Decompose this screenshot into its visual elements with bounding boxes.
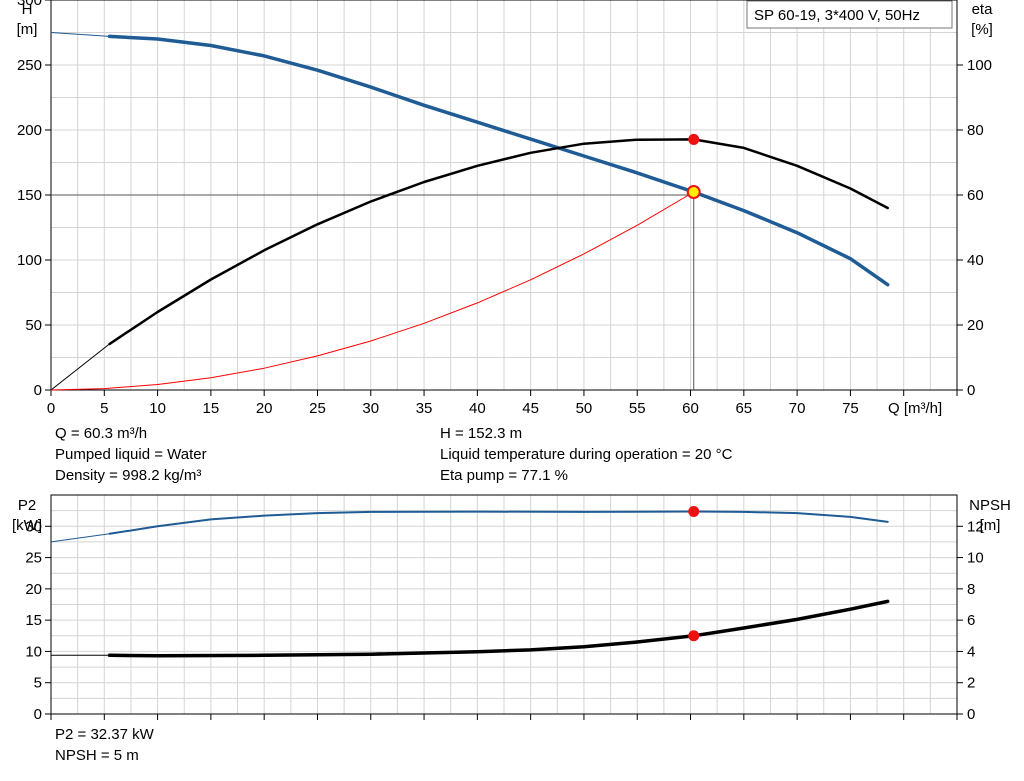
info-block-right: H = 152.3 m Liquid temperature during op…	[440, 423, 732, 486]
q-tick-label: 0	[47, 400, 55, 417]
h-q-axes: 0 50 100 150 200 250 300 0 20 40 60 80 100 0 5 10 15 20 25…	[17, 0, 992, 417]
efficiency-duty-point	[688, 133, 700, 145]
p2-npsh-left-tick-label: 0	[34, 706, 42, 723]
q-tick-label: 10	[149, 400, 166, 417]
p2-npsh-left-tick-label: 25	[25, 550, 42, 567]
q-tick-label: 5	[100, 400, 108, 417]
head-duty-point	[686, 185, 701, 200]
h-q-right-tick-label: 80	[967, 122, 984, 139]
p2-npsh-plot-frame	[50, 494, 958, 715]
p2-npsh-axes: 0 5 10 15 20 25 30 0 2 4 6 8 10 12	[25, 518, 983, 723]
efficiency-curve-extrapolation	[50, 343, 110, 391]
title-box: SP 60-19, 3*400 V, 50Hz	[746, 0, 953, 29]
h-q-left-tick-label: 300	[17, 0, 42, 9]
p2-npsh-right-tick-label: 10	[967, 550, 984, 567]
temperature-readout: Liquid temperature during operation = 20…	[440, 446, 733, 463]
chart-title: SP 60-19, 3*400 V, 50Hz	[754, 7, 920, 24]
h-q-left-tick-label: 200	[17, 122, 42, 139]
q-tick-label: 15	[203, 400, 220, 417]
h-q-left-tick-label: 150	[17, 187, 42, 204]
h-q-right-tick-label: 100	[967, 57, 992, 74]
p2-npsh-right-tick-label: 0	[967, 706, 975, 723]
p2-npsh-right-tick-label: 2	[967, 675, 975, 692]
q-tick-label: 25	[309, 400, 326, 417]
q-tick-label: 55	[629, 400, 646, 417]
npsh-axis-label: NPSH	[969, 497, 1011, 514]
p2-readout: P2 = 32.37 kW	[55, 726, 154, 743]
p2-axis-label: P2	[18, 497, 36, 514]
h-curve	[107, 34, 890, 287]
q-tick-label: 50	[576, 400, 593, 417]
info-block-bottom: P2 = 32.37 kW NPSH = 5 m	[55, 724, 154, 766]
q-tick-label: 40	[469, 400, 486, 417]
npsh-curve	[107, 599, 890, 658]
npsh-readout: NPSH = 5 m	[55, 747, 139, 764]
info-block-left: Q = 60.3 m³/h Pumped liquid = Water Dens…	[55, 423, 207, 486]
q-tick-label: 20	[256, 400, 273, 417]
p2-npsh-left-tick-label: 15	[25, 612, 42, 629]
h-readout: H = 152.3 m	[440, 425, 523, 442]
system-curve	[50, 191, 695, 391]
q-tick-label: 75	[842, 400, 859, 417]
q-tick-label: 70	[789, 400, 806, 417]
p2-npsh-left-tick-label: 20	[25, 581, 42, 598]
p2-npsh-grid	[51, 495, 957, 714]
h-q-curves	[50, 32, 890, 391]
p2-duty-point	[688, 505, 700, 517]
p2-npsh-right-tick-label: 4	[967, 643, 975, 660]
p2-npsh-curves	[50, 505, 890, 658]
h-q-right-tick-label: 40	[967, 252, 984, 269]
pumped-liquid-readout: Pumped liquid = Water	[55, 446, 207, 463]
p2-npsh-right-tick-label: 8	[967, 581, 975, 598]
h-q-left-tick-label: 250	[17, 57, 42, 74]
h-axis-unit: [m]	[17, 21, 38, 38]
q-tick-label: 65	[735, 400, 752, 417]
h-q-left-tick-label: 0	[34, 382, 42, 399]
q-axis-label: Q [m³/h]	[888, 400, 942, 417]
eta-axis-label: eta	[972, 1, 994, 18]
h-q-right-tick-label: 20	[967, 317, 984, 334]
npsh-duty-point	[688, 630, 700, 642]
h-q-right-tick-label: 60	[967, 187, 984, 204]
npsh-axis-unit: [m]	[980, 517, 1001, 534]
p2-npsh-right-tick-label: 12	[967, 518, 984, 535]
p2-npsh-left-tick-label: 10	[25, 643, 42, 660]
h-axis-label: H	[22, 1, 33, 18]
q-readout: Q = 60.3 m³/h	[55, 425, 148, 442]
density-readout: Density = 998.2 kg/m³	[55, 467, 202, 484]
p2-npsh-left-tick-label: 5	[34, 675, 42, 692]
h-curve-extrapolation	[50, 32, 110, 37]
p2-curve	[108, 510, 889, 535]
h-q-left-tick-label: 50	[25, 317, 42, 334]
h-q-right-tick-label: 0	[967, 382, 975, 399]
eta-axis-unit: [%]	[971, 21, 993, 38]
h-q-left-tick-label: 100	[17, 252, 42, 269]
eta-readout: Eta pump = 77.1 %	[440, 467, 568, 484]
q-tick-label: 45	[522, 400, 539, 417]
p2-npsh-left-tick-label: 30	[25, 518, 42, 535]
q-tick-label: 60	[682, 400, 699, 417]
q-tick-label: 35	[416, 400, 433, 417]
efficiency-curve	[108, 138, 889, 346]
p2-curve-extrapolation	[50, 533, 110, 543]
p2-axis-unit: [kW]	[12, 517, 42, 534]
q-tick-label: 30	[362, 400, 379, 417]
p2-npsh-right-tick-label: 6	[967, 612, 975, 629]
